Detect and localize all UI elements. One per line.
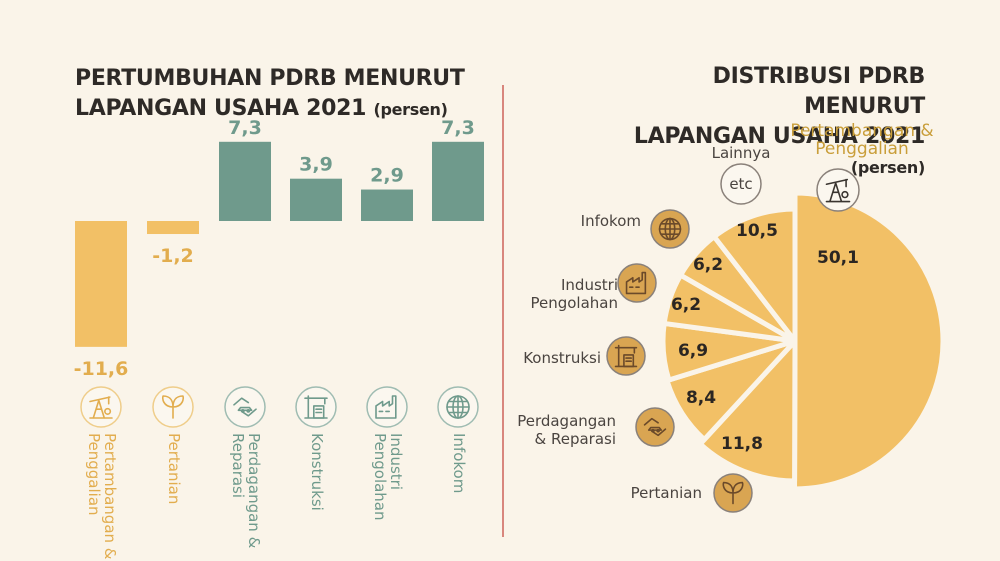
pie-chart-title-line1: DISTRIBUSI PDRB MENURUT [712,64,926,119]
pie-category-label: Konstruksi [523,349,601,367]
etc-icon: etc [720,163,762,205]
pie-value-label: 6,2 [693,255,723,275]
factory-icon [617,263,657,303]
bar-category-label: Pertanian [165,433,183,504]
pie-chart-title: DISTRIBUSI PDRB MENURUT LAPANGAN USAHA 2… [585,62,925,183]
pie-slice-2 [697,338,798,484]
sprout-icon [713,473,753,513]
pie-value-label: 10,5 [736,221,778,241]
pie-value-label: 50,1 [817,248,859,268]
factory-icon [366,386,408,428]
sprout-icon [152,386,194,428]
pie-category-label: Infokom [581,212,641,230]
bar-value-label: 7,3 [441,117,475,139]
pie-category-label: Lainnya [712,144,771,162]
bar-value-label: -11,6 [74,358,129,380]
bar-3 [219,141,271,221]
bar-category-label: IndustriPengolahan [371,433,405,521]
pie-chart-unit: (persen) [850,158,925,177]
bar-chart-title-line2: LAPANGAN USAHA 2021 [75,96,367,121]
bar-1 [75,221,127,347]
oil-pump-icon [816,168,860,212]
oil-pump-icon [80,386,122,428]
pie-category-label: Perdagangan & Reparasi [517,412,616,448]
bar-4 [290,178,342,221]
globe-icon [437,386,479,428]
bar-chart-unit: (persen) [373,100,448,119]
bar-value-label: 2,9 [370,165,404,187]
pie-slice-1 [792,190,946,492]
pie-slice-7 [711,206,798,344]
bar-value-label: 3,9 [299,154,333,176]
pie-value-label: 6,9 [678,341,708,361]
bar-category-label: Infokom [450,433,468,493]
crane-building-icon [295,386,337,428]
crane-building-icon [606,336,646,376]
handshake-car-icon [224,386,266,428]
handshake-car-icon [635,407,675,447]
pie-chart-title-line2: LAPANGAN USAHA 2021 [633,124,925,149]
bar-chart-title-line1: PERTUMBUHAN PDRB MENURUT [75,66,465,91]
bar-5 [361,189,413,221]
pie-category-label: Pertanian [631,484,702,502]
bar-category-label: Pertambangan &Penggalian [85,433,119,560]
bar-value-label: -1,2 [152,245,194,267]
etc-icon-text: etc [729,175,752,193]
bar-2 [147,221,199,235]
bar-value-label: 7,3 [228,117,262,139]
pie-category-label: Pertambangan & Penggalian [790,121,933,159]
bar-chart-title: PERTUMBUHAN PDRB MENURUT LAPANGAN USAHA … [75,64,465,125]
bar-category-label: Perdagangan &Reparasi [229,433,263,549]
globe-icon [650,209,690,249]
bar-6 [432,141,484,221]
pie-value-label: 8,4 [686,388,716,408]
pie-value-label: 11,8 [721,434,763,454]
pie-category-label: Industri Pengolahan [530,276,618,312]
bar-category-label: Konstruksi [308,433,326,511]
pie-value-label: 6,2 [671,295,701,315]
chart-divider [502,85,504,537]
